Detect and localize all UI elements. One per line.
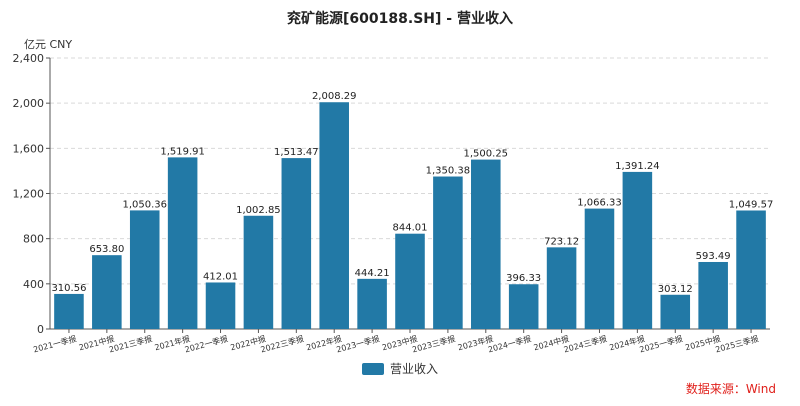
data-label: 303.12 [658,284,693,295]
bar [54,293,84,329]
x-tick-label: 2021三季报 [108,333,153,354]
data-label: 593.49 [696,251,731,262]
data-label: 1,513.47 [274,147,319,158]
bar [660,294,691,329]
data-label: 1,350.38 [426,166,471,177]
data-label: 444.21 [355,268,390,279]
data-label: 723.12 [544,236,579,247]
bar [546,247,577,329]
bar [243,215,274,329]
bar [357,278,387,329]
bar [92,255,122,329]
data-label: 1,066.33 [577,198,622,209]
chart-title: 兖矿能源[600188.SH] - 营业收入 [287,11,513,27]
data-label: 1,519.91 [160,146,205,157]
bar [167,157,198,329]
y-axis-unit-label: 亿元 CNY [24,38,73,51]
bar [281,158,312,329]
bar [205,282,236,329]
data-label: 653.80 [89,244,124,255]
y-tick-label: 800 [23,233,44,246]
x-tick-label: 2022一季报 [184,333,229,354]
data-label: 2,008.29 [312,91,357,102]
y-tick-label: 1,600 [13,142,45,155]
x-tick-label: 2024一季报 [487,333,532,354]
x-tick-label: 2025一季报 [638,333,683,354]
bar [129,210,160,329]
y-tick-label: 1,200 [13,188,45,201]
data-label: 1,050.36 [122,199,167,210]
bar [736,210,766,329]
legend-label: 营业收入 [389,362,438,376]
bar [471,159,501,329]
data-label: 844.01 [393,223,428,234]
bar [395,233,425,329]
x-tick-label: 2022三季报 [259,333,304,354]
data-label: 310.56 [51,283,86,294]
legend-swatch [361,362,384,375]
bar [622,171,653,329]
bar [319,102,349,329]
y-tick-label: 2,000 [13,97,45,110]
bar [508,284,539,329]
y-tick-label: 2,400 [13,52,45,65]
data-label: 1,049.57 [729,199,774,210]
x-tick-label: 2021一季报 [32,333,77,354]
data-label: 1,500.25 [464,149,509,160]
x-tick-label: 2025三季报 [714,333,759,354]
data-label: 1,391.24 [615,161,660,172]
bar [433,176,463,329]
x-tick-label: 2024三季报 [563,333,608,354]
legend[interactable]: 营业收入 [0,360,800,377]
bar [698,261,728,329]
source-note: 数据来源：Wind [685,382,776,396]
x-tick-label: 2023一季报 [335,333,380,354]
data-label: 1,002.85 [236,205,281,216]
x-tick-label: 2023三季报 [411,333,456,354]
data-label: 412.01 [203,271,238,282]
y-tick-label: 400 [23,278,44,291]
y-tick-label: 0 [37,323,44,336]
bar [584,208,615,329]
data-label: 396.33 [506,273,541,284]
